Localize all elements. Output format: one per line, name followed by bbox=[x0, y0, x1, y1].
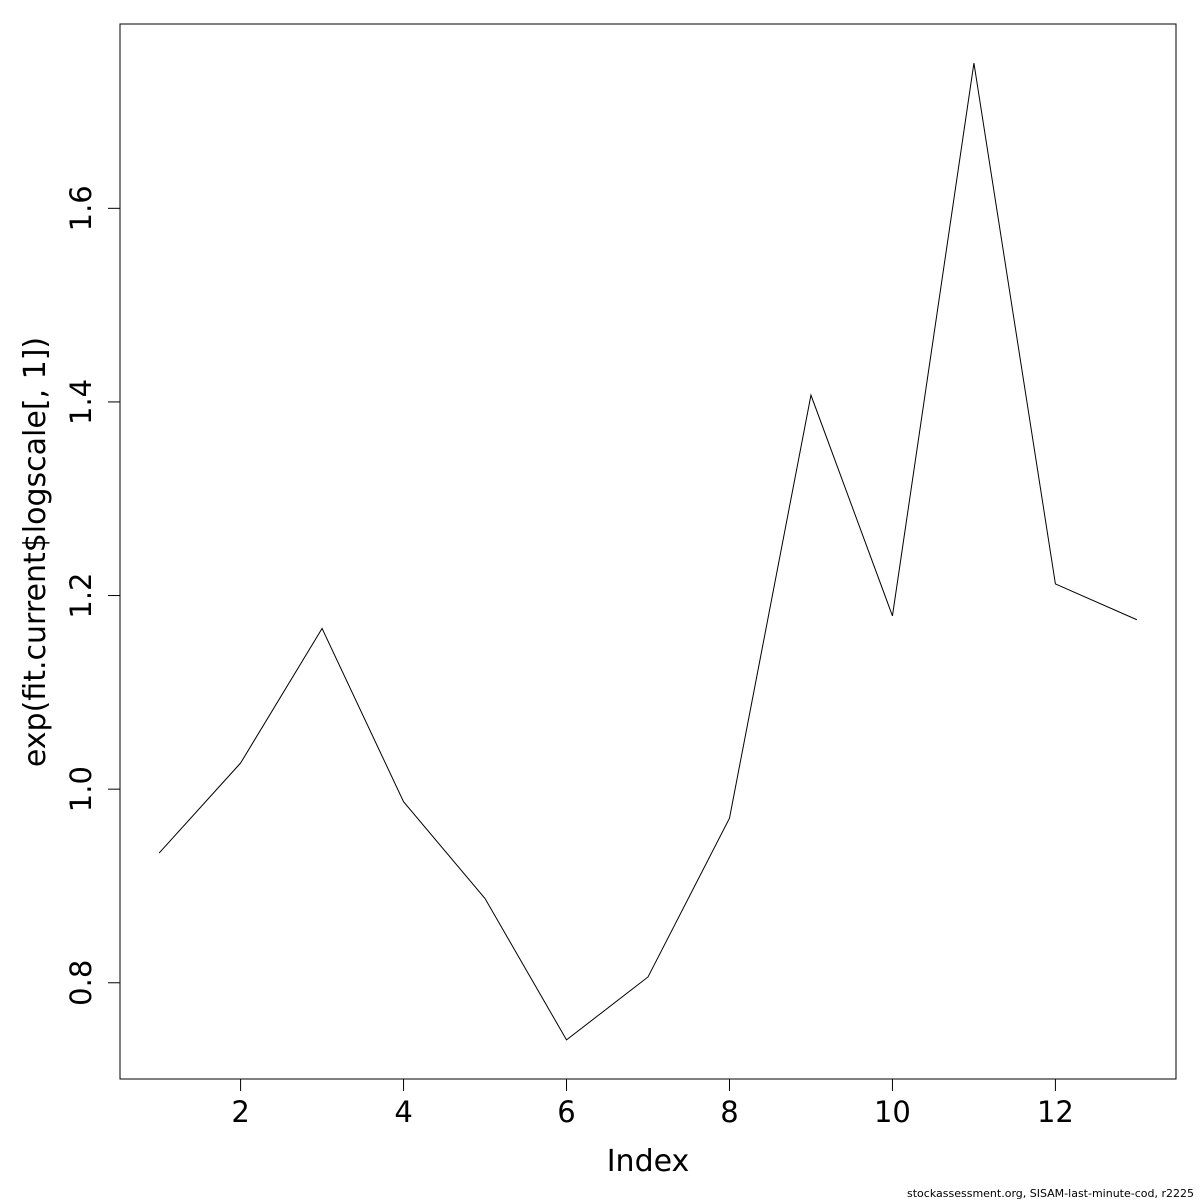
y-axis-label: exp(fit.current$logscale[, 1]) bbox=[18, 337, 53, 767]
y-tick-label: 1.0 bbox=[64, 766, 98, 812]
x-tick-label: 12 bbox=[1037, 1095, 1074, 1129]
x-tick-label: 2 bbox=[231, 1095, 249, 1129]
y-tick-label: 1.4 bbox=[64, 379, 98, 425]
data-line bbox=[158, 63, 1138, 1041]
x-tick-label: 6 bbox=[557, 1095, 575, 1129]
y-tick-label: 0.8 bbox=[64, 960, 98, 1006]
y-tick-label: 1.2 bbox=[64, 572, 98, 618]
footer: stockassessment.org, SISAM-last-minute-c… bbox=[907, 1187, 1194, 1200]
x-tick-label: 10 bbox=[874, 1095, 911, 1129]
x-axis-label: Index bbox=[607, 1144, 690, 1179]
x-tick-label: 4 bbox=[394, 1095, 412, 1129]
y-tick-label: 1.6 bbox=[64, 185, 98, 231]
x-tick-label: 8 bbox=[720, 1095, 738, 1129]
plot-box bbox=[119, 23, 1177, 1080]
